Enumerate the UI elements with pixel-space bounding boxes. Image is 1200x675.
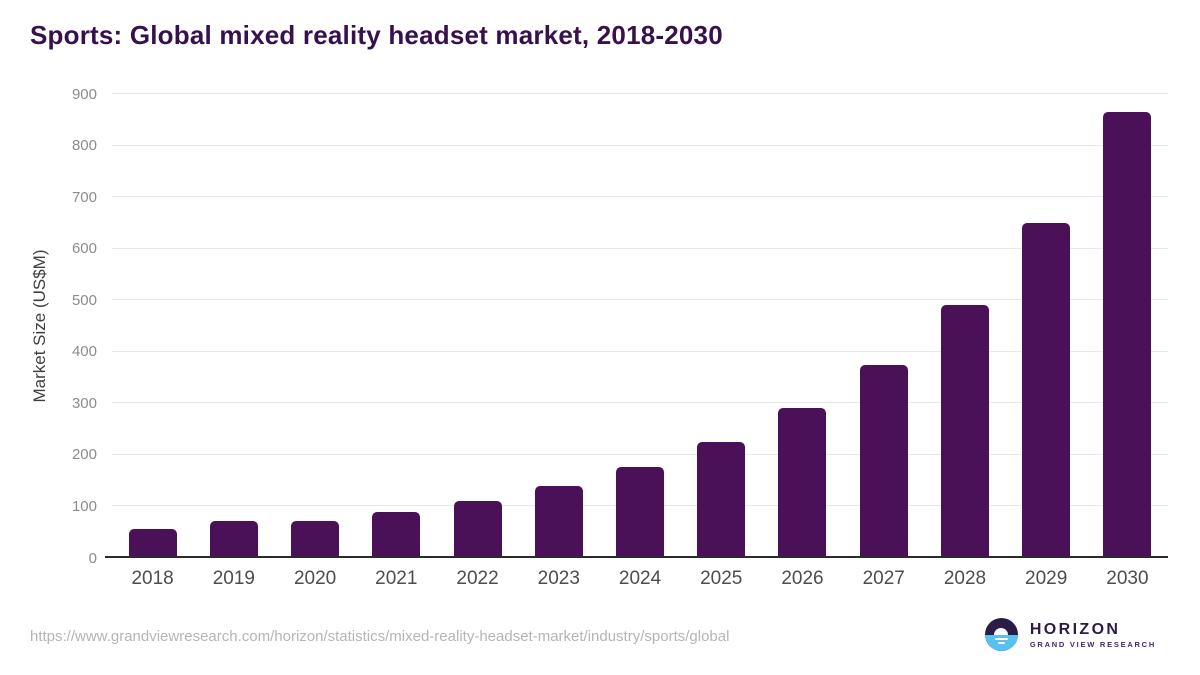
logo-name: HORIZON xyxy=(1029,620,1121,638)
bar-slot-2026 xyxy=(762,94,843,556)
bar-2028 xyxy=(940,304,989,556)
y-tick-900: 900 xyxy=(71,85,97,103)
reflection-dash xyxy=(994,637,1008,640)
bar-2019 xyxy=(209,520,258,556)
bar-2023 xyxy=(534,485,583,556)
x-tick-2021: 2021 xyxy=(375,568,418,589)
chart-title: Sports: Global mixed reality headset mar… xyxy=(30,20,723,50)
x-axis-tick-labels: 2018 2019 2020 2021 2022 2023 2024 2025 2026 2027… xyxy=(112,568,1168,590)
gridline-900 xyxy=(112,93,1168,94)
x-axis-line xyxy=(105,556,1168,558)
bar-slot-2019 xyxy=(193,94,274,556)
bar-slot-2029 xyxy=(1006,94,1087,556)
bar-2029 xyxy=(1022,223,1071,556)
bar-slot-2021 xyxy=(356,94,437,556)
y-tick-200: 200 xyxy=(71,446,97,464)
bar-2026 xyxy=(778,408,827,556)
y-tick-700: 700 xyxy=(71,188,97,206)
bar-slot-2027 xyxy=(843,94,924,556)
y-tick-600: 600 xyxy=(71,240,97,258)
y-axis-tick-labels: 0 100 200 300 400 500 600 700 800 900 xyxy=(0,86,97,567)
horizon-sunset-icon xyxy=(984,618,1018,651)
bar-slot-2024 xyxy=(599,94,680,556)
gridline-600 xyxy=(112,247,1168,249)
y-tick-800: 800 xyxy=(71,137,97,155)
gridline-500 xyxy=(112,299,1168,301)
gridline-200 xyxy=(112,453,1168,455)
gridline-700 xyxy=(112,196,1168,198)
logo-text: HORIZON GRAND VIEW RESEARCH xyxy=(1030,621,1156,649)
horizon-logo: HORIZON GRAND VIEW RESEARCH xyxy=(984,618,1156,651)
bar-2022 xyxy=(453,500,502,556)
x-tick-2028: 2028 xyxy=(943,568,987,589)
y-tick-400: 400 xyxy=(71,343,97,361)
bar-2018 xyxy=(128,529,177,556)
bar-slot-2022 xyxy=(437,94,518,556)
x-tick-2020: 2020 xyxy=(293,568,337,589)
source-url: https://www.grandviewresearch.com/horizo… xyxy=(30,628,730,645)
sea-shape xyxy=(984,634,1018,651)
x-tick-2018: 2018 xyxy=(131,568,174,589)
x-tick-2025: 2025 xyxy=(700,568,743,589)
x-tick-2022: 2022 xyxy=(456,568,499,589)
y-tick-500: 500 xyxy=(71,291,97,309)
bar-2021 xyxy=(372,511,421,556)
bar-2020 xyxy=(291,521,340,556)
x-tick-2023: 2023 xyxy=(537,568,580,589)
gridline-300 xyxy=(112,402,1168,404)
bar-slot-2023 xyxy=(518,94,599,556)
y-tick-300: 300 xyxy=(71,394,97,412)
bar-slot-2020 xyxy=(274,94,355,556)
bar-2025 xyxy=(697,442,746,556)
reflection-dash xyxy=(997,642,1005,644)
bar-2030 xyxy=(1103,112,1152,556)
x-tick-2029: 2029 xyxy=(1025,568,1068,589)
y-tick-0: 0 xyxy=(88,549,97,567)
gridline-400 xyxy=(112,350,1168,352)
logo-subtitle: GRAND VIEW RESEARCH xyxy=(1029,639,1156,649)
x-tick-2027: 2027 xyxy=(862,568,905,589)
bar-slot-2030 xyxy=(1087,94,1168,556)
bar-2027 xyxy=(859,364,908,556)
bar-series xyxy=(112,94,1168,556)
bar-slot-2018 xyxy=(112,94,193,556)
bar-2024 xyxy=(616,467,665,556)
bar-slot-2028 xyxy=(924,94,1005,556)
plot-area xyxy=(105,93,1168,558)
x-tick-2024: 2024 xyxy=(618,568,662,589)
bar-slot-2025 xyxy=(681,94,762,556)
x-tick-2026: 2026 xyxy=(781,568,824,589)
x-tick-2030: 2030 xyxy=(1106,568,1149,589)
gridline-800 xyxy=(112,144,1168,146)
y-tick-100: 100 xyxy=(71,497,97,515)
x-tick-2019: 2019 xyxy=(212,568,255,589)
